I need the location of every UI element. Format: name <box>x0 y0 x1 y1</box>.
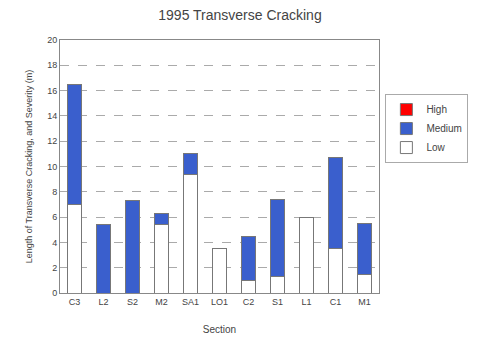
svg-text:20: 20 <box>47 35 57 45</box>
svg-text:Low: Low <box>426 142 445 153</box>
svg-text:Length of Transverse Cracking,: Length of Transverse Cracking, and Sever… <box>24 70 34 264</box>
svg-text:10: 10 <box>47 162 57 172</box>
svg-text:LO1: LO1 <box>211 297 228 307</box>
svg-text:High: High <box>426 104 447 115</box>
svg-text:14: 14 <box>47 111 57 121</box>
svg-text:C1: C1 <box>330 297 342 307</box>
svg-text:18: 18 <box>47 60 57 70</box>
svg-text:8: 8 <box>52 187 57 197</box>
svg-text:4: 4 <box>52 238 57 248</box>
svg-text:6: 6 <box>52 212 57 222</box>
svg-text:Medium: Medium <box>426 123 462 134</box>
svg-text:S2: S2 <box>127 297 138 307</box>
svg-text:L1: L1 <box>301 297 311 307</box>
svg-text:1995 Transverse Cracking: 1995 Transverse Cracking <box>158 7 321 23</box>
svg-text:M2: M2 <box>155 297 168 307</box>
svg-text:12: 12 <box>47 136 57 146</box>
svg-text:M1: M1 <box>358 297 371 307</box>
svg-text:C2: C2 <box>243 297 255 307</box>
svg-text:16: 16 <box>47 86 57 96</box>
svg-text:C3: C3 <box>69 297 81 307</box>
svg-text:S1: S1 <box>272 297 283 307</box>
svg-text:0: 0 <box>52 288 57 298</box>
svg-text:SA1: SA1 <box>182 297 199 307</box>
svg-text:2: 2 <box>52 263 57 273</box>
svg-text:Section: Section <box>203 324 236 335</box>
svg-text:L2: L2 <box>98 297 108 307</box>
